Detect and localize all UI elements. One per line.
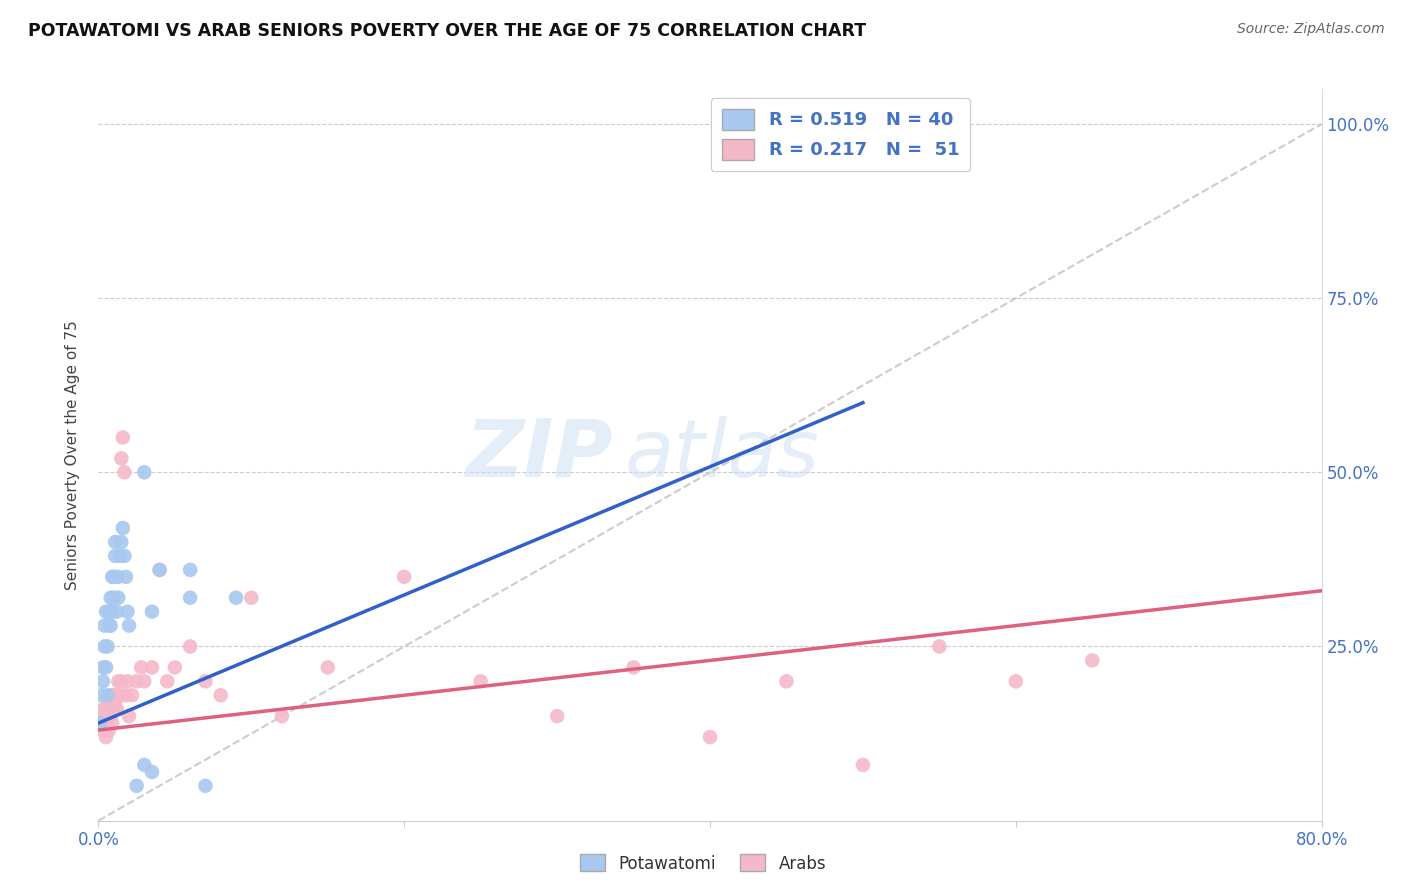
Point (103, 702, 125, 716)
Point (117, 674, 139, 689)
Point (90, 709, 112, 723)
Point (134, 758, 156, 772)
Legend: Potawatomi, Arabs: Potawatomi, Arabs (572, 847, 834, 880)
Point (104, 695, 127, 709)
Point (141, 660, 163, 674)
Point (118, 709, 141, 723)
Legend: R = 0.519   N = 40, R = 0.217   N =  51: R = 0.519 N = 40, R = 0.217 N = 51 (711, 98, 970, 170)
Point (209, 688, 232, 702)
Point (94, 660, 117, 674)
Point (108, 688, 131, 702)
Point (90, 688, 112, 702)
Point (149, 563, 172, 577)
Point (103, 591, 125, 605)
Point (94, 730, 117, 744)
Point (115, 688, 138, 702)
Point (97, 709, 120, 723)
Point (699, 730, 721, 744)
Point (110, 451, 132, 466)
Point (101, 605, 124, 619)
Point (91, 660, 114, 674)
Point (270, 709, 292, 723)
Point (108, 549, 131, 563)
Point (316, 660, 339, 674)
Point (179, 640, 201, 654)
Point (100, 688, 122, 702)
Point (775, 674, 797, 689)
Point (1004, 674, 1026, 689)
Point (93, 618, 115, 632)
Point (107, 591, 129, 605)
Point (91, 702, 114, 716)
Point (101, 716, 124, 731)
Point (98, 605, 121, 619)
Text: atlas: atlas (624, 416, 820, 494)
Text: POTAWATOMI VS ARAB SENIORS POVERTY OVER THE AGE OF 75 CORRELATION CHART: POTAWATOMI VS ARAB SENIORS POVERTY OVER … (28, 22, 866, 40)
Point (100, 709, 122, 723)
Point (89, 716, 111, 731)
Point (141, 605, 163, 619)
Point (100, 618, 122, 632)
Point (103, 570, 125, 584)
Point (98, 723, 121, 737)
Point (111, 521, 134, 535)
Point (94, 605, 117, 619)
Point (89, 716, 111, 731)
Point (110, 674, 132, 689)
Text: ZIP: ZIP (465, 416, 612, 494)
Point (105, 605, 128, 619)
Point (117, 605, 139, 619)
Point (194, 674, 217, 689)
Text: Source: ZipAtlas.com: Source: ZipAtlas.com (1237, 22, 1385, 37)
Point (240, 591, 263, 605)
Point (129, 660, 152, 674)
Point (112, 466, 135, 480)
Point (97, 640, 120, 654)
Point (104, 549, 127, 563)
Point (107, 570, 129, 584)
Point (104, 535, 127, 549)
Point (125, 674, 148, 689)
Point (93, 716, 115, 731)
Point (98, 695, 121, 709)
Point (91, 674, 114, 689)
Point (110, 535, 132, 549)
Point (141, 764, 163, 779)
Point (149, 563, 172, 577)
Point (194, 779, 217, 793)
Point (93, 640, 115, 654)
Point (115, 570, 138, 584)
Point (470, 674, 492, 689)
Point (118, 618, 141, 632)
Point (852, 758, 875, 772)
Point (928, 640, 950, 654)
Point (94, 702, 117, 716)
Point (179, 563, 201, 577)
Point (623, 660, 645, 674)
Point (134, 466, 156, 480)
Point (100, 591, 122, 605)
Point (225, 591, 247, 605)
Point (107, 674, 129, 689)
Point (546, 709, 568, 723)
Y-axis label: Seniors Poverty Over the Age of 75: Seniors Poverty Over the Age of 75 (65, 320, 80, 590)
Point (1081, 653, 1104, 667)
Point (121, 688, 143, 702)
Point (163, 660, 186, 674)
Point (107, 688, 129, 702)
Point (134, 674, 156, 689)
Point (125, 779, 148, 793)
Point (392, 570, 416, 584)
Point (91, 723, 114, 737)
Point (97, 688, 120, 702)
Point (103, 688, 125, 702)
Point (179, 591, 201, 605)
Point (112, 549, 135, 563)
Point (101, 570, 124, 584)
Point (98, 618, 121, 632)
Point (156, 674, 179, 689)
Point (105, 702, 128, 716)
Point (111, 430, 134, 444)
